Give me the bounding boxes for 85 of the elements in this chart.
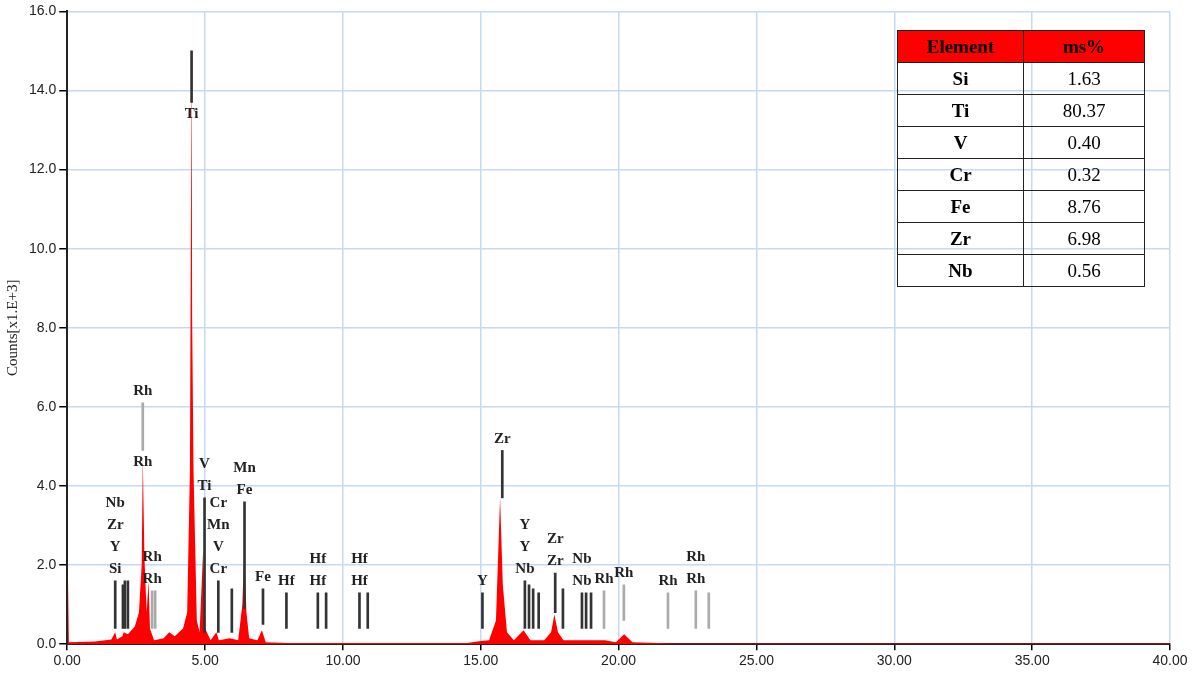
- annotation: Nb: [897, 254, 1024, 287]
- x-tick-label: 35.00: [1014, 652, 1050, 669]
- annotation: 0.40: [1023, 126, 1145, 159]
- annotation: Si: [897, 62, 1024, 95]
- annotation: Cr: [209, 494, 228, 511]
- annotation: Cr: [897, 158, 1024, 191]
- annotation: Rh: [594, 570, 615, 587]
- bar: [553, 572, 557, 613]
- annotation: V: [212, 538, 224, 555]
- annotation: Fe: [236, 481, 253, 498]
- annotation: Rh: [686, 570, 707, 587]
- annotation: 0.56: [1023, 254, 1145, 287]
- bar: [481, 592, 484, 629]
- annotation: Hf: [309, 550, 328, 567]
- annotation: Rh: [133, 452, 154, 469]
- annotation: Ti: [897, 94, 1024, 127]
- annotation: V: [897, 126, 1024, 159]
- annotation: Mn: [233, 459, 257, 476]
- annotation: Cr: [209, 560, 228, 577]
- annotation: Si: [108, 560, 122, 577]
- annotation: ms%: [1023, 30, 1145, 63]
- bar: [217, 580, 220, 633]
- annotation: Mn: [207, 516, 231, 533]
- y-tick-label: 14.0: [29, 81, 57, 98]
- annotation: Zr: [106, 516, 124, 533]
- annotation: Hf: [351, 572, 369, 589]
- x-tick-label: 15.00: [463, 652, 499, 669]
- annotation: Hf: [351, 550, 369, 567]
- annotation: Y: [519, 538, 531, 555]
- annotation: Y: [477, 572, 489, 589]
- annotation: 6.98: [1023, 222, 1145, 255]
- annotation: Rh: [614, 564, 635, 581]
- x-tick-label: 5.00: [191, 652, 219, 669]
- annotation: 1.63: [1023, 62, 1145, 95]
- annotation: 0.32: [1023, 158, 1145, 191]
- annotation: Hf: [309, 572, 328, 589]
- bar: [707, 592, 711, 629]
- annotation: Nb: [105, 494, 125, 511]
- bar: [537, 592, 541, 629]
- annotation: Zr: [897, 222, 1024, 255]
- bar: [243, 501, 246, 609]
- x-tick-label: 25.00: [738, 652, 775, 669]
- annotation: Rh: [133, 382, 154, 399]
- bar: [358, 592, 361, 629]
- annotation: Nb: [515, 560, 535, 577]
- bar: [285, 592, 288, 629]
- annotation: Y: [109, 538, 121, 555]
- y-tick-label: 10.0: [29, 239, 57, 256]
- bar: [141, 402, 145, 451]
- bar: [203, 497, 206, 633]
- bar: [113, 580, 117, 629]
- bar: [366, 592, 370, 629]
- annotation: 80.37: [1023, 94, 1145, 127]
- x-tick-label: 20.00: [601, 652, 637, 669]
- bar: [190, 50, 193, 103]
- y-tick-label: 0.0: [36, 635, 57, 652]
- y-tick-label: 8.0: [36, 318, 57, 335]
- annotation: Fe: [255, 568, 272, 585]
- annotation: Ti: [197, 477, 212, 494]
- y-tick-label: 6.0: [36, 397, 57, 414]
- bar: [694, 590, 698, 629]
- x-tick-label: 30.00: [876, 652, 913, 669]
- x-tick-label: 40.00: [1152, 652, 1188, 669]
- annotation: Rh: [686, 548, 707, 565]
- y-axis-title: Counts[x1.E+3]: [3, 279, 20, 376]
- y-tick-label: 2.0: [36, 555, 57, 572]
- y-tick-label: 4.0: [36, 476, 57, 493]
- annotation: V: [199, 455, 211, 472]
- bar: [500, 450, 504, 499]
- annotation: Nb: [572, 572, 592, 589]
- annotation: Element: [897, 30, 1024, 63]
- annotation: Y: [519, 516, 531, 533]
- annotation: Fe: [897, 190, 1024, 223]
- annotation: Ti: [184, 104, 199, 121]
- annotation: Zr: [546, 530, 564, 547]
- annotation: Hf: [278, 572, 296, 589]
- annotation: 8.76: [1023, 190, 1145, 223]
- x-tick-label: 10.00: [325, 652, 361, 669]
- annotation: Zr: [493, 429, 511, 446]
- y-tick-label: 16.0: [29, 2, 57, 19]
- x-tick-label: 0.00: [53, 652, 82, 669]
- annotation: Rh: [658, 572, 679, 589]
- annotation: Zr: [546, 552, 564, 569]
- y-tick-label: 12.0: [29, 160, 57, 177]
- annotation: Nb: [572, 550, 592, 567]
